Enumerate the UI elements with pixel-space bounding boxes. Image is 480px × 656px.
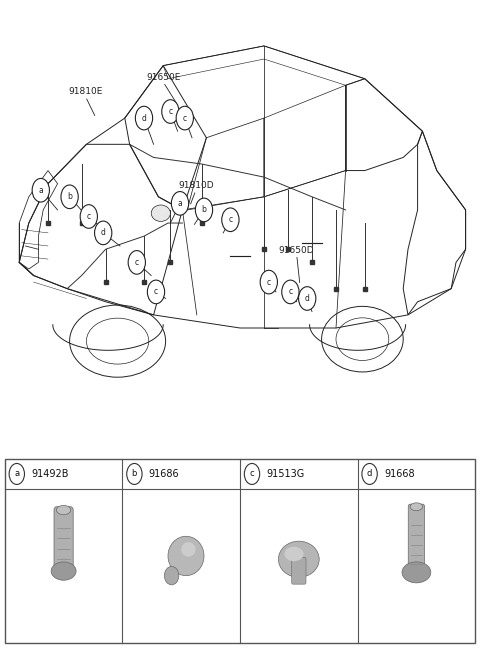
Text: c: c [183, 113, 187, 123]
Circle shape [127, 463, 142, 484]
Text: b: b [132, 470, 137, 478]
Text: c: c [288, 287, 292, 297]
FancyBboxPatch shape [54, 506, 73, 572]
Ellipse shape [284, 547, 304, 562]
Ellipse shape [181, 542, 196, 556]
Text: d: d [142, 113, 146, 123]
Circle shape [147, 280, 165, 304]
Text: a: a [14, 470, 19, 478]
Circle shape [176, 106, 193, 130]
Circle shape [80, 205, 97, 228]
Text: c: c [168, 107, 172, 116]
Text: c: c [87, 212, 91, 221]
Text: b: b [202, 205, 206, 215]
Text: c: c [267, 277, 271, 287]
Circle shape [32, 178, 49, 202]
Text: c: c [135, 258, 139, 267]
Circle shape [128, 251, 145, 274]
Ellipse shape [402, 562, 431, 583]
Text: 91492B: 91492B [31, 469, 69, 479]
Circle shape [282, 280, 299, 304]
Text: a: a [38, 186, 43, 195]
Circle shape [61, 185, 78, 209]
Text: 91668: 91668 [384, 469, 415, 479]
Text: c: c [228, 215, 232, 224]
Circle shape [135, 106, 153, 130]
Ellipse shape [278, 541, 319, 577]
FancyBboxPatch shape [292, 558, 306, 584]
Text: a: a [178, 199, 182, 208]
Text: d: d [367, 470, 372, 478]
Ellipse shape [51, 562, 76, 581]
Text: d: d [305, 294, 310, 303]
Text: 91810D: 91810D [178, 181, 214, 190]
Text: 91686: 91686 [149, 469, 180, 479]
Circle shape [260, 270, 277, 294]
Text: 91513G: 91513G [266, 469, 305, 479]
FancyBboxPatch shape [408, 504, 424, 572]
Text: b: b [67, 192, 72, 201]
Text: d: d [101, 228, 106, 237]
Circle shape [162, 100, 179, 123]
Circle shape [244, 463, 260, 484]
Circle shape [362, 463, 377, 484]
Ellipse shape [410, 502, 422, 510]
Circle shape [299, 287, 316, 310]
Circle shape [171, 192, 189, 215]
Circle shape [222, 208, 239, 232]
Circle shape [9, 463, 24, 484]
Text: 91810E: 91810E [68, 87, 103, 96]
Text: 91650D: 91650D [279, 245, 314, 255]
Text: c: c [154, 287, 158, 297]
Circle shape [195, 198, 213, 222]
Ellipse shape [57, 505, 71, 514]
Ellipse shape [164, 567, 179, 585]
Ellipse shape [168, 537, 204, 576]
Circle shape [95, 221, 112, 245]
Text: c: c [250, 470, 254, 478]
Ellipse shape [151, 205, 170, 222]
Text: 91650E: 91650E [146, 73, 180, 82]
